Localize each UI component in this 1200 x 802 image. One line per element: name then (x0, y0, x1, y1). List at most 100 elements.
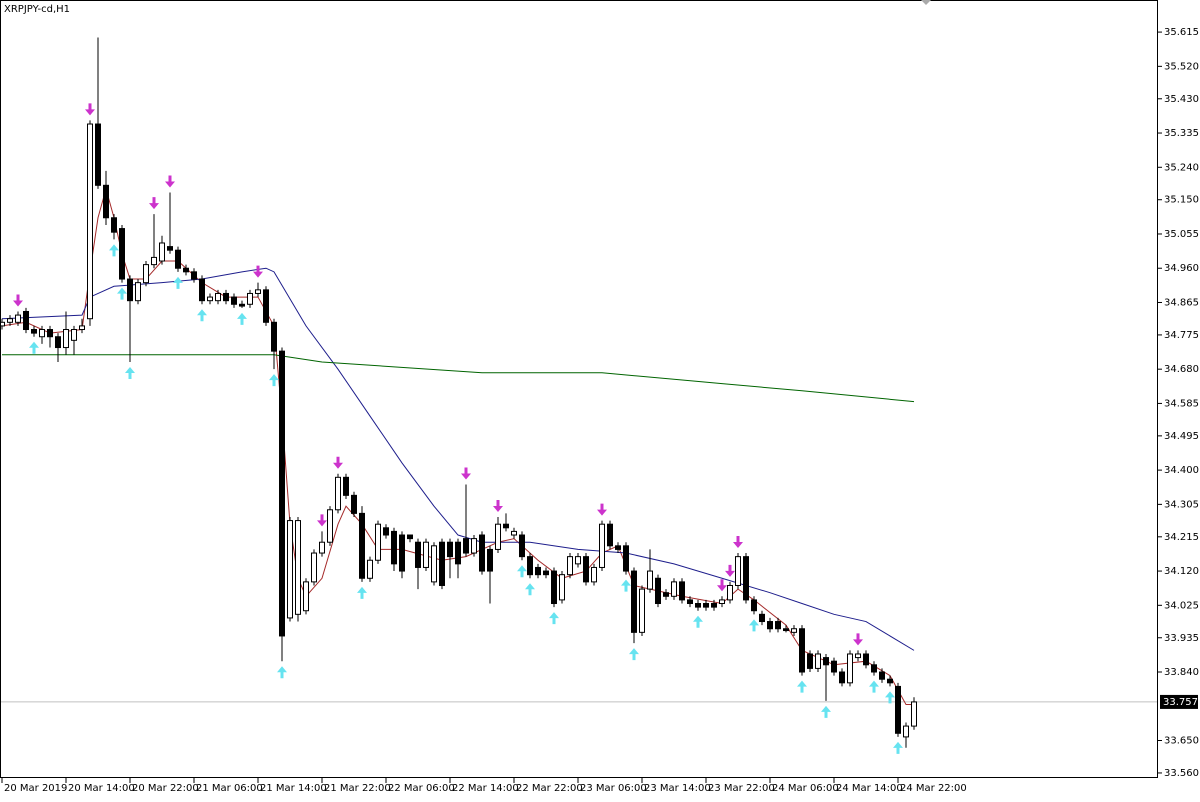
candle-body (151, 256, 157, 266)
buy-arrow (237, 312, 247, 325)
candle-body (335, 476, 341, 511)
candle-body (439, 541, 445, 586)
x-tick-label: 20 Mar 22:00 (132, 783, 199, 794)
candle-body (47, 329, 53, 338)
candle-body (135, 282, 141, 302)
y-tick-label: 33.650 (1164, 736, 1199, 747)
candle-body (119, 228, 125, 280)
y-tick-label: 34.585 (1164, 398, 1199, 409)
x-tick-label: 22 Mar 22:00 (516, 783, 583, 794)
candle-body (895, 685, 901, 734)
y-tick-label: 35.055 (1164, 229, 1199, 240)
buy-arrow (525, 583, 535, 596)
y-tick-label: 35.335 (1164, 128, 1199, 139)
candle-body (791, 628, 797, 633)
candle-body (735, 556, 741, 586)
candle-body (287, 520, 293, 619)
buy-arrow (197, 309, 207, 322)
candle-body (143, 264, 149, 284)
candle-body (367, 559, 373, 579)
candle-body (647, 570, 653, 590)
candle-body (655, 577, 661, 605)
buy-arrow (693, 615, 703, 628)
candle-body (263, 289, 269, 323)
candle-body (295, 520, 301, 615)
y-tick-label: 34.400 (1164, 465, 1199, 476)
candle-body (615, 545, 621, 550)
buy-arrow (885, 691, 895, 704)
candle-body (487, 548, 493, 572)
candle-body (855, 653, 861, 659)
candle-body (807, 653, 813, 669)
candle-body (431, 545, 437, 583)
sell-arrow (333, 456, 343, 469)
sell-arrow (597, 503, 607, 516)
x-tick-label: 22 Mar 06:00 (388, 783, 455, 794)
candle-body (63, 329, 69, 349)
candle-body (511, 530, 517, 536)
sell-arrow (461, 467, 471, 480)
x-tick-label: 23 Mar 22:00 (708, 783, 775, 794)
candle-body (695, 603, 701, 608)
y-tick-label: 35.430 (1164, 94, 1199, 105)
buy-arrow (29, 341, 39, 354)
candle-body (671, 581, 677, 597)
candle-body (599, 523, 605, 568)
x-tick-label: 23 Mar 14:00 (644, 783, 711, 794)
candle-body (407, 534, 413, 540)
buy-arrow (109, 244, 119, 257)
candle-body (759, 613, 765, 623)
candle-body (183, 267, 189, 273)
candle-body (327, 509, 333, 543)
candle-body (215, 292, 221, 302)
candle-body (343, 476, 349, 496)
candle-body (911, 701, 917, 727)
candle-body (95, 123, 101, 186)
candle-body (0, 321, 5, 327)
candle-body (111, 217, 117, 233)
buy-arrow (269, 374, 279, 387)
buy-arrow (821, 705, 831, 718)
candle-body (359, 512, 365, 579)
sell-arrow (85, 103, 95, 116)
candle-body (743, 556, 749, 601)
buy-arrow (517, 565, 527, 578)
candle-body (415, 541, 421, 568)
y-tick-label: 35.240 (1164, 162, 1199, 173)
x-tick-label: 22 Mar 14:00 (452, 783, 519, 794)
chart-title: XRPJPY-cd,H1 (4, 4, 70, 15)
candle-body (751, 599, 757, 612)
candle-body (167, 246, 173, 251)
buy-arrow (173, 276, 183, 289)
candle-body (191, 271, 197, 280)
plot-frame (0, 0, 1158, 778)
candle-body (383, 527, 389, 536)
x-tick-label: 23 Mar 06:00 (580, 783, 647, 794)
candle-body (775, 621, 781, 630)
candle-body (831, 660, 837, 673)
candle-body (447, 541, 453, 558)
candle-body (887, 678, 893, 684)
candle-body (231, 296, 237, 305)
candle-body (15, 314, 21, 323)
buy-arrow (549, 612, 559, 625)
y-tick-label: 34.680 (1164, 364, 1199, 375)
candle-body (607, 523, 613, 547)
candle-body (311, 552, 317, 583)
sell-arrow (13, 294, 23, 307)
buy-arrow (749, 619, 759, 632)
candle-body (567, 556, 573, 576)
candle-body (207, 296, 213, 302)
candle-body (471, 538, 477, 554)
candle-body (519, 534, 525, 558)
y-tick-label: 34.960 (1164, 263, 1199, 274)
y-tick-label: 34.025 (1164, 600, 1199, 611)
candle-body (479, 534, 485, 572)
y-tick-label: 35.615 (1164, 27, 1199, 38)
candle-body (727, 584, 733, 601)
y-tick-label: 35.150 (1164, 195, 1199, 206)
candle-body (159, 242, 165, 262)
candle-body (543, 570, 549, 576)
candle-body (535, 566, 541, 576)
